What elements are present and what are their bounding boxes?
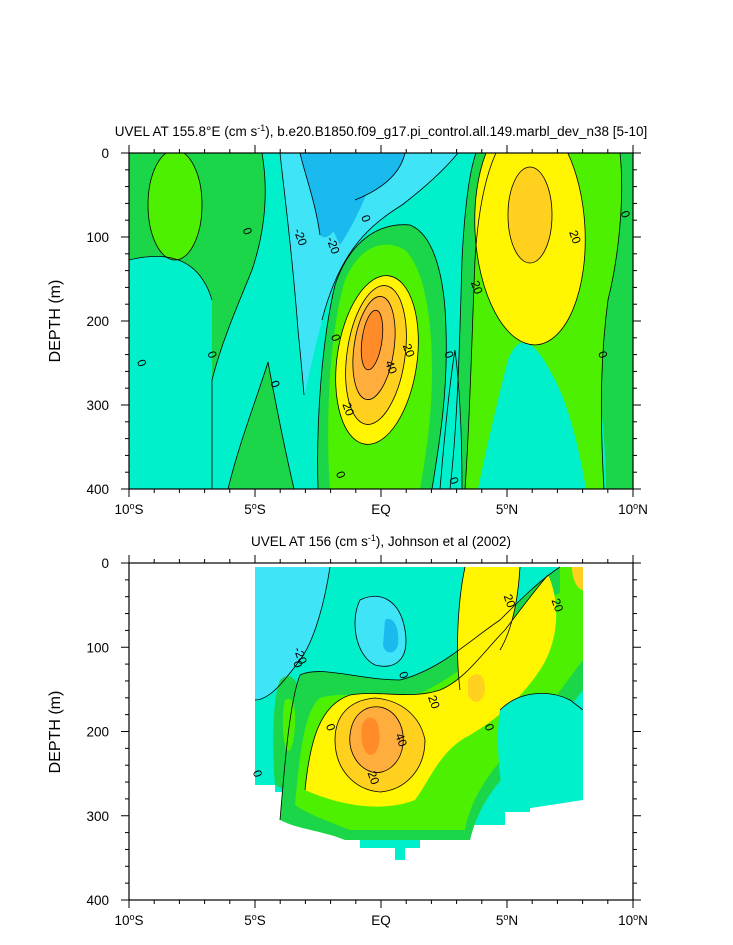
- contour-label: 0: [290, 659, 306, 670]
- x-tick-label: 10oS: [114, 912, 143, 928]
- y-tick-label: 200: [86, 725, 109, 740]
- chart-title: UVEL AT 155.8°E (cm s-1), b.e20.B1850.f0…: [115, 123, 648, 139]
- contour-label: -20: [291, 645, 310, 666]
- contour-region: [361, 717, 380, 755]
- contour-region: [383, 618, 399, 653]
- y-tick-label: 100: [86, 640, 109, 655]
- contour-label: 0: [134, 357, 150, 368]
- chart-title: UVEL AT 156 (cm s-1), Johnson et al (200…: [251, 533, 511, 549]
- contour-label: 20: [365, 769, 383, 787]
- contour-label: 0: [328, 332, 344, 343]
- contour-label: 0: [482, 722, 498, 733]
- y-tick-label: 400: [86, 482, 109, 497]
- contour-label: 0: [595, 349, 611, 360]
- contour-region: [468, 674, 485, 702]
- y-axis-label: DEPTH (m): [47, 280, 64, 363]
- contour-region: [457, 567, 520, 690]
- x-tick-label: EQ: [371, 502, 391, 517]
- contour-label: 20: [339, 401, 357, 419]
- x-tick-label: 10oN: [618, 501, 648, 517]
- x-tick-label: 10oN: [618, 912, 648, 928]
- contour-region: [440, 350, 462, 489]
- contour-label: 0: [267, 378, 283, 389]
- y-tick-label: 0: [101, 146, 109, 161]
- contour-label: 20: [468, 279, 486, 297]
- contour-region: [129, 256, 212, 489]
- contour-label: 20: [501, 592, 519, 610]
- contour-label: 0: [358, 213, 374, 224]
- contour-label: 0: [323, 722, 339, 733]
- x-tick-label: 5oS: [244, 501, 266, 517]
- y-axis-label: DEPTH (m): [47, 691, 64, 774]
- y-tick-label: 0: [101, 556, 109, 571]
- x-tick-label: 5oN: [496, 912, 518, 928]
- contour-label: 0: [618, 209, 634, 220]
- contour-label: 40: [382, 359, 400, 377]
- contour-label: 40: [392, 731, 410, 749]
- panel-observations: UVEL AT 156 (cm s-1), Johnson et al (200…: [47, 533, 648, 928]
- contour-label: 20: [549, 596, 567, 614]
- contour-label: 0: [446, 475, 462, 486]
- contour-region: [305, 153, 380, 245]
- y-tick-label: 400: [86, 893, 109, 908]
- contour-label: 20: [566, 228, 584, 246]
- contour-region: [508, 167, 552, 263]
- contour-region: [361, 310, 383, 370]
- contour-region: [148, 153, 202, 260]
- x-tick-label: EQ: [371, 913, 391, 928]
- x-tick-label: 5oN: [496, 501, 518, 517]
- y-tick-label: 300: [86, 809, 109, 824]
- x-tick-label: 5oS: [244, 912, 266, 928]
- contour-region: [228, 362, 294, 489]
- contour-label: 20: [400, 342, 418, 360]
- contour-label: 0: [333, 469, 349, 480]
- contour-fill: [255, 567, 583, 860]
- contour-label: 0: [240, 226, 256, 237]
- contour-label: 0: [204, 349, 220, 360]
- contour-label: 0: [441, 349, 457, 360]
- contour-region: [572, 567, 583, 590]
- contour-region: [255, 567, 330, 700]
- y-tick-label: 300: [86, 398, 109, 413]
- contour-fill: [129, 153, 633, 489]
- contour-label: 0: [396, 670, 412, 681]
- contour-label: 0: [250, 768, 266, 779]
- contour-label: -20: [324, 235, 343, 256]
- contour-label: -20: [291, 226, 310, 247]
- contour-lines: [129, 153, 623, 489]
- contour-label: 20: [425, 693, 443, 711]
- contour-region: [497, 693, 583, 812]
- contour-lines: [254, 566, 584, 821]
- x-tick-label: 10oS: [114, 501, 143, 517]
- y-tick-label: 200: [86, 314, 109, 329]
- y-tick-label: 100: [86, 230, 109, 245]
- panel-model: UVEL AT 155.8°E (cm s-1), b.e20.B1850.f0…: [47, 123, 648, 517]
